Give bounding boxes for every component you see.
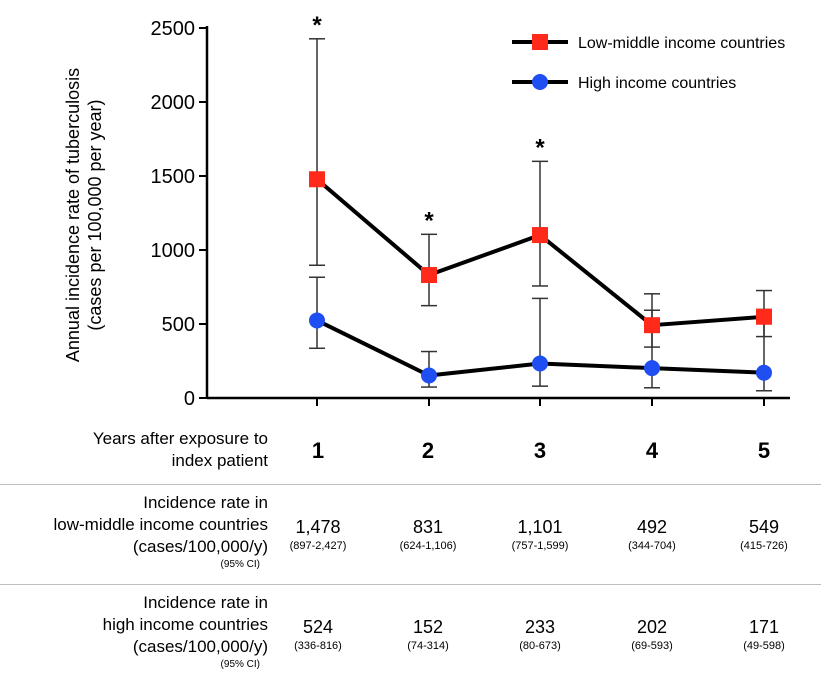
hic-ci: (336-816) — [294, 640, 342, 652]
y-tick-label: 2500 — [151, 18, 196, 40]
legend-marker-square — [532, 34, 548, 50]
y-tick-label: 1000 — [151, 240, 196, 262]
data-point-square — [532, 227, 548, 244]
significance-star: * — [312, 12, 322, 39]
legend-label: High income countries — [578, 75, 736, 92]
lmic-value: 1,478 — [295, 517, 341, 537]
lmic-value: 831 — [412, 517, 444, 537]
legend-marker-circle — [532, 74, 548, 90]
lmic-ci: (624-1,106) — [399, 540, 457, 552]
lmic-cell-4: 492 (344-704) — [592, 516, 712, 554]
y-tick-label: 1500 — [151, 166, 196, 188]
years-row-label: Years after exposure to index patient — [8, 428, 268, 472]
hic-row: Incidence rate in high income countries … — [0, 590, 821, 674]
years-label-line-1: Years after exposure to — [92, 429, 268, 448]
legend-label: Low-middle income countries — [578, 35, 785, 52]
hic-value: 524 — [302, 617, 334, 637]
table-divider-1 — [0, 484, 821, 485]
lmic-label-line-1: Incidence rate in — [143, 493, 268, 512]
y-axis-title: Annual incidence rate of tuberculosis (c… — [62, 40, 122, 390]
hic-row-label: Incidence rate in high income countries … — [8, 592, 268, 672]
significance-star: * — [424, 207, 434, 234]
lmic-label-line-2: low-middle income countries — [53, 515, 268, 534]
hic-ci: (69-593) — [631, 640, 673, 652]
lmic-label-line-3: (cases/100,000/y) — [132, 537, 268, 556]
year-1: 1 — [311, 438, 325, 463]
y-axis-title-line-2: (cases per 100,000 per year) — [85, 99, 105, 331]
lmic-ci-note: (95% CI) — [220, 559, 260, 570]
hic-label-line-3: (cases/100,000/y) — [132, 637, 268, 656]
year-4: 4 — [645, 438, 659, 463]
lmic-ci: (757-1,599) — [511, 540, 569, 552]
hic-value: 202 — [636, 617, 668, 637]
data-point-circle — [309, 312, 325, 329]
data-point-circle — [421, 367, 437, 384]
y-tick-label: 0 — [184, 388, 195, 410]
hic-value: 171 — [748, 617, 780, 637]
year-3: 3 — [533, 438, 547, 463]
lmic-ci: (897-2,427) — [289, 540, 347, 552]
years-row: Years after exposure to index patient 1 … — [0, 420, 821, 480]
data-point-square — [309, 171, 325, 188]
data-point-circle — [756, 364, 772, 381]
data-point-square — [421, 267, 437, 284]
data-point-circle — [532, 355, 548, 372]
year-2: 2 — [421, 438, 435, 463]
lmic-cell-2: 831 (624-1,106) — [368, 516, 488, 554]
table-divider-2 — [0, 584, 821, 585]
hic-value: 233 — [524, 617, 556, 637]
hic-ci: (80-673) — [519, 640, 561, 652]
lmic-value: 492 — [636, 517, 668, 537]
lmic-row: Incidence rate in low-middle income coun… — [0, 490, 821, 582]
lmic-row-label: Incidence rate in low-middle income coun… — [8, 492, 268, 572]
hic-cell-2: 152 (74-314) — [368, 616, 488, 654]
hic-label-line-2: high income countries — [102, 615, 268, 634]
lmic-ci: (344-704) — [628, 540, 676, 552]
lmic-value: 1,101 — [517, 517, 563, 537]
data-point-square — [644, 317, 660, 334]
lmic-ci: (415-726) — [740, 540, 788, 552]
hic-ci: (49-598) — [743, 640, 785, 652]
data-point-square — [756, 308, 772, 325]
lmic-cell-1: 1,478 (897-2,427) — [258, 516, 378, 554]
lmic-cell-5: 549 (415-726) — [704, 516, 821, 554]
y-tick-label: 2000 — [151, 92, 196, 114]
hic-ci: (74-314) — [407, 640, 449, 652]
y-tick-label: 500 — [162, 314, 195, 336]
hic-cell-3: 233 (80-673) — [480, 616, 600, 654]
hic-ci-note: (95% CI) — [220, 659, 260, 670]
lmic-cell-3: 1,101 (757-1,599) — [480, 516, 600, 554]
incidence-chart: 0 500 1000 1500 2000 2500 * * * Low-middle income… — [151, 12, 790, 410]
hic-value: 152 — [412, 617, 444, 637]
hic-cell-5: 171 (49-598) — [704, 616, 821, 654]
y-axis-title-line-1: Annual incidence rate of tuberculosis — [63, 67, 83, 363]
year-5: 5 — [757, 438, 771, 463]
significance-star: * — [535, 134, 545, 161]
hic-label-line-1: Incidence rate in — [143, 593, 268, 612]
data-point-circle — [644, 360, 660, 377]
years-label-line-2: index patient — [171, 451, 268, 470]
lmic-value: 549 — [748, 517, 780, 537]
hic-cell-1: 524 (336-816) — [258, 616, 378, 654]
hic-cell-4: 202 (69-593) — [592, 616, 712, 654]
